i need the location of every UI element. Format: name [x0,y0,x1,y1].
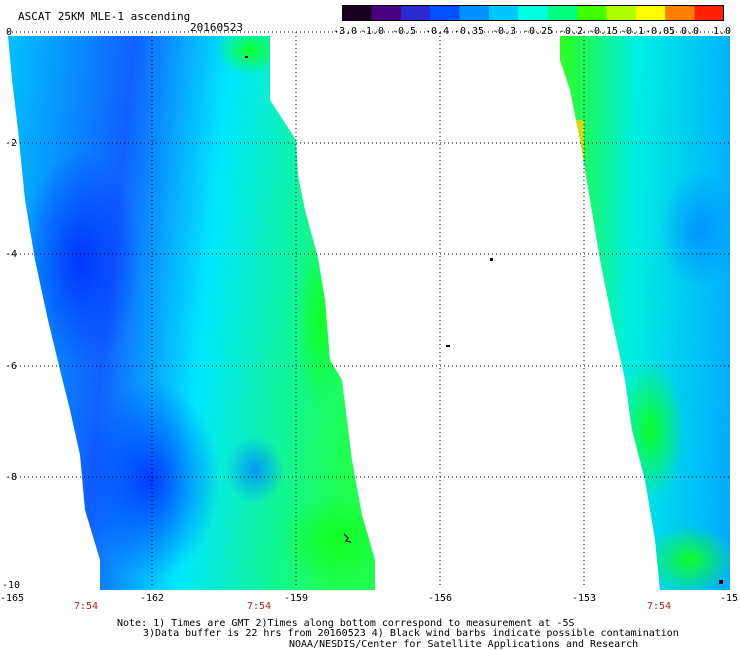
color-scale-swatch [635,5,666,21]
color-scale-label: 0.0 [680,26,700,37]
color-scale-swatch [342,5,372,21]
map-title: ASCAT 25KM MLE-1 ascending [18,10,191,23]
latitude-label: -4 [5,249,18,260]
note-line-3: NOAA/NESDIS/Center for Satellite Applica… [289,639,639,650]
latitude-label: -10 [2,580,21,591]
swath-left [8,36,375,590]
longitude-label: -162 [139,593,165,604]
note-line-2: 3)Data buffer is 22 hrs from 20160523 4)… [143,628,679,639]
longitude-label: -159 [283,593,309,604]
longitude-label: -165 [0,593,25,604]
note-line-1: Note: 1) Times are GMT 2)Times along bot… [117,618,575,629]
color-scale-label: -0.15 [587,26,619,37]
color-scale-bar [342,5,724,21]
color-scale-swatch [518,5,549,21]
swath-right [560,36,730,590]
color-scale-swatch [459,5,490,21]
color-scale-label: -0.25 [522,26,554,37]
longitude-label: -153 [571,593,597,604]
color-scale-swatch [488,5,519,21]
time-label: 7:54 [73,601,99,612]
color-scale-swatch [547,5,578,21]
latitude-label: -2 [5,138,18,149]
longitude-label: -156 [427,593,453,604]
latitude-label: -8 [5,472,18,483]
color-scale-swatch [606,5,637,21]
latitude-label: 0 [6,27,13,38]
longitude-label: -15 [719,593,739,604]
color-scale-label: -0.2 [558,26,584,37]
color-scale-swatch [665,5,696,21]
color-scale-swatch [400,5,431,21]
grid-lines [8,31,730,588]
color-scale-swatch [577,5,608,21]
map-date: 20160523 [190,21,243,34]
latitude-label: -6 [5,361,18,372]
time-label: 7:54 [246,601,272,612]
color-scale-swatch [371,5,402,21]
time-label: 7:54 [646,601,672,612]
color-scale-swatch [430,5,461,21]
color-scale-swatch [694,5,724,21]
wind-barb-marks [245,56,723,584]
color-scale-label: 1.0 [712,26,732,37]
